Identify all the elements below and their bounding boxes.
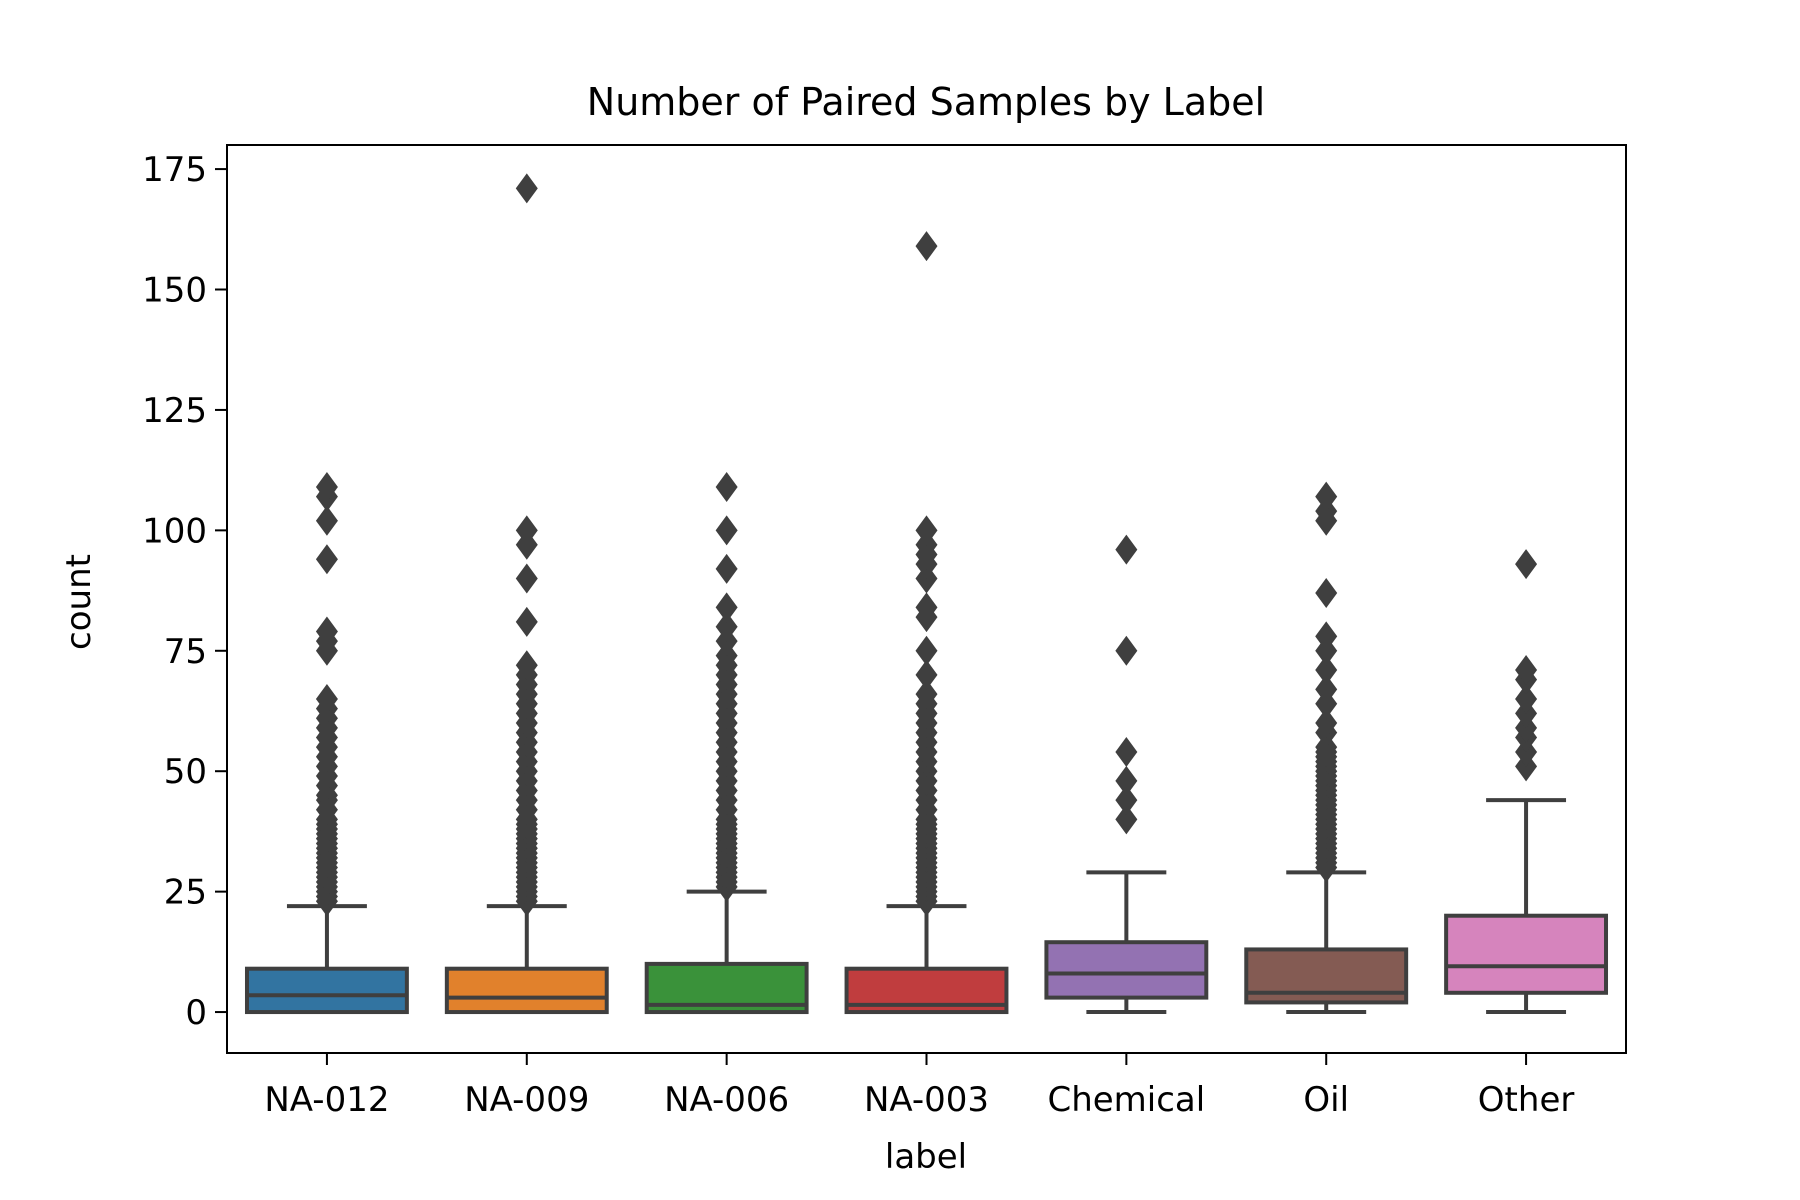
box <box>244 966 409 1015</box>
outlier-point <box>1515 549 1538 580</box>
x-axis: NA-012 NA-009 NA-006 NA-003 Chemical Oil Other <box>264 1053 1574 1120</box>
outlier-point <box>715 515 738 546</box>
outlier-point <box>515 606 538 637</box>
x-tick-label: Other <box>1478 1080 1575 1120</box>
box <box>1044 940 1209 1000</box>
outlier-point <box>315 544 338 575</box>
y-tick-label: 100 <box>142 511 207 551</box>
outlier-point <box>1515 683 1538 714</box>
outlier-point <box>915 679 938 710</box>
box <box>1444 913 1609 995</box>
outlier-point <box>1115 765 1138 796</box>
y-tick-label: 50 <box>164 752 207 792</box>
outlier-point <box>1315 655 1338 686</box>
x-tick-label: NA-009 <box>464 1080 589 1120</box>
outlier-point <box>715 592 738 623</box>
y-tick-label: 150 <box>142 271 207 311</box>
outlier-point <box>515 173 538 204</box>
outlier-point <box>515 563 538 594</box>
box-group-na-006 <box>644 472 809 1015</box>
outlier-point <box>715 472 738 503</box>
outlier-point <box>715 611 738 642</box>
x-tick-label: NA-012 <box>264 1080 389 1120</box>
y-tick-label: 75 <box>164 632 207 672</box>
outlier-point <box>515 650 538 681</box>
box-group-oil <box>1244 481 1409 1015</box>
outlier-point <box>1315 621 1338 652</box>
outlier-point <box>315 683 338 714</box>
outlier-point <box>315 472 338 503</box>
x-tick-label: Chemical <box>1047 1080 1205 1120</box>
outlier-point <box>1315 674 1338 705</box>
y-tick-label: 0 <box>185 993 207 1033</box>
box-group-other <box>1444 549 1609 1015</box>
outlier-point <box>315 505 338 536</box>
y-tick-label: 175 <box>142 150 207 190</box>
plot-area <box>244 173 1609 1015</box>
outlier-point <box>915 231 938 262</box>
outlier-point <box>1115 534 1138 565</box>
outlier-point <box>315 616 338 647</box>
y-tick-label: 25 <box>164 873 207 913</box>
box-group-na-003 <box>844 231 1009 1015</box>
x-tick-label: NA-003 <box>864 1080 989 1120</box>
outlier-point <box>715 553 738 584</box>
outlier-point <box>1515 655 1538 686</box>
outlier-point <box>1115 635 1138 666</box>
outlier-point <box>915 659 938 690</box>
outlier-point <box>1315 481 1338 512</box>
chart-title: Number of Paired Samples by Label <box>587 80 1265 124</box>
outlier-point <box>1115 804 1138 835</box>
x-tick-label: Oil <box>1303 1080 1349 1120</box>
y-tick-label: 125 <box>142 391 207 431</box>
y-axis: 0 25 50 75 100 125 150 175 <box>142 150 227 1033</box>
box-group-na-009 <box>444 173 609 1015</box>
outlier-point <box>1315 577 1338 608</box>
x-tick-label: NA-006 <box>664 1080 789 1120</box>
outlier-point <box>515 515 538 546</box>
outlier-point <box>915 635 938 666</box>
outlier-point <box>1315 708 1338 739</box>
box-group-chemical <box>1044 534 1209 1015</box>
box <box>444 966 609 1015</box>
box-group-na-012 <box>244 472 409 1015</box>
outlier-point <box>1115 785 1138 816</box>
y-axis-label: count <box>59 554 99 650</box>
outlier-point <box>1115 736 1138 767</box>
x-axis-label: label <box>885 1137 967 1177</box>
outlier-point <box>915 515 938 546</box>
outlier-point <box>915 592 938 623</box>
